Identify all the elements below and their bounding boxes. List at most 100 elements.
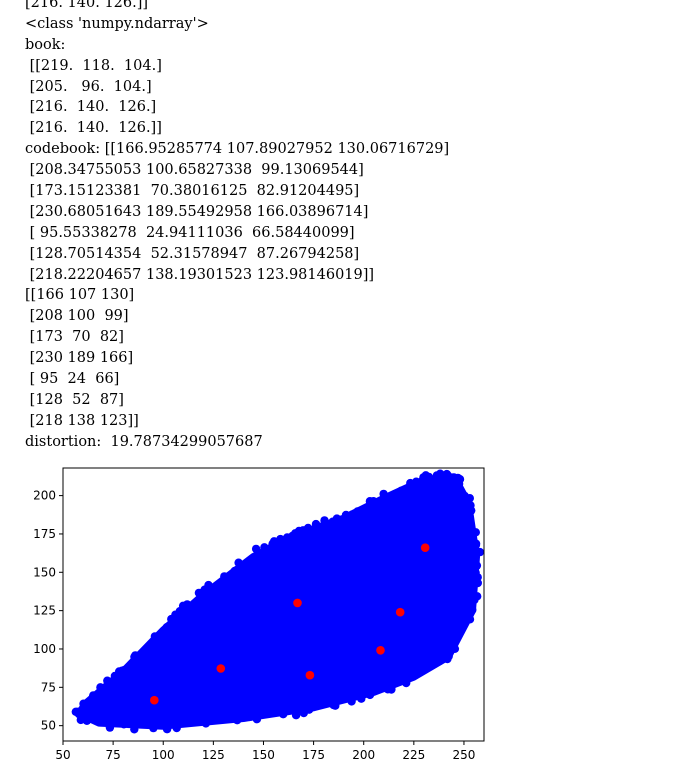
y-tick-label: 125 [33, 604, 56, 618]
output-line: [218 138 123]] [25, 412, 139, 429]
output-line: [230.68051643 189.55492958 166.03896714] [25, 203, 369, 220]
output-line: [128.70514354 52.31578947 87.26794258] [25, 245, 360, 262]
blue-point [103, 718, 113, 727]
output-line: [216. 140. 126.]] [25, 120, 162, 137]
y-tick-label: 175 [33, 527, 56, 541]
blue-point [318, 698, 327, 708]
x-tick-label: 175 [302, 748, 325, 762]
blue-point [465, 520, 475, 529]
x-tick-label: 50 [55, 748, 70, 762]
blue-point [91, 713, 101, 723]
output-line: [173 70 82] [25, 329, 124, 346]
blue-point [393, 672, 402, 681]
scatter-plot-svg: 50 75 100 125 150 175 200 225 250 50 75 100 125 150 1… [33, 467, 485, 762]
blue-point [192, 717, 201, 726]
codebook-centroids [150, 543, 430, 705]
output-line: [216. 140. 126.]] [25, 0, 149, 11]
blue-point [313, 523, 322, 532]
y-tick-label: 200 [33, 489, 56, 503]
output-line: codebook: [[166.95285774 107.89027952 13… [25, 141, 450, 158]
output-line: distortion: 19.78734299057687 [25, 433, 263, 450]
blue-point [144, 642, 153, 651]
blue-point [83, 701, 92, 711]
blue-point [399, 491, 408, 500]
blue-point [321, 526, 330, 535]
blue-point [245, 712, 254, 722]
blue-point [139, 717, 148, 727]
y-tick-label: 100 [33, 642, 56, 656]
x-tick-label: 75 [105, 748, 120, 762]
blue-point [130, 652, 139, 661]
blue-point [453, 487, 462, 496]
blue-point [386, 683, 396, 692]
blue-point [464, 605, 473, 614]
blue-point [362, 506, 371, 515]
y-tick-label: 75 [41, 680, 56, 694]
blue-point [172, 723, 181, 733]
output-line: [205. 96. 104.] [25, 78, 152, 95]
blue-point-cloud [71, 469, 485, 734]
blue-point [157, 720, 166, 729]
blue-point [138, 650, 147, 660]
blue-point [460, 499, 470, 508]
blue-point [279, 710, 288, 719]
blue-point [191, 602, 200, 611]
output-line: [173.15123381 70.38016125 82.91204495] [25, 183, 360, 200]
output-line: [[166 107 130] [25, 287, 135, 304]
x-tick-label: 225 [402, 748, 425, 762]
blue-point [251, 544, 261, 554]
blue-point [419, 473, 428, 482]
blue-point [216, 581, 225, 591]
x-tick-label: 100 [152, 748, 175, 762]
y-tick-label: 50 [41, 719, 56, 733]
blue-point [149, 723, 158, 733]
y-axis-ticks: 50 75 100 125 150 175 200 [33, 489, 63, 733]
output-line: [208.34755053 100.65827338 99.13069544] [25, 162, 364, 179]
centroid-point [420, 543, 430, 552]
x-axis-ticks: 50 75 100 125 150 175 200 225 250 [55, 741, 475, 762]
blue-point [252, 555, 262, 564]
blue-point [119, 720, 129, 729]
blue-point [365, 497, 375, 506]
blue-point [455, 621, 465, 630]
blue-point [475, 547, 485, 557]
blue-point [230, 566, 239, 576]
blue-point [218, 714, 228, 723]
blue-point [328, 517, 337, 526]
blue-point [220, 572, 229, 581]
blue-point [465, 494, 474, 503]
blue-point [262, 551, 272, 561]
blue-point [352, 511, 361, 520]
blue-point [365, 690, 375, 700]
blue-point [162, 628, 172, 637]
blue-point [320, 516, 329, 525]
output-line: [208 100 99] [25, 308, 129, 325]
blue-point [264, 706, 274, 716]
blue-point [417, 664, 426, 673]
blue-point [300, 531, 309, 540]
blue-point [472, 561, 482, 570]
centroid-point [150, 695, 159, 705]
blue-point [194, 588, 204, 598]
blue-point [268, 539, 277, 548]
x-tick-label: 200 [352, 748, 375, 762]
x-tick-label: 250 [452, 748, 475, 762]
blue-point [71, 707, 80, 716]
scatter-plot: 50 75 100 125 150 175 200 225 250 50 75 100 125 150 1… [20, 458, 500, 773]
blue-point [357, 694, 366, 703]
blue-point [252, 715, 262, 724]
x-tick-label: 125 [202, 748, 225, 762]
blue-point [117, 666, 127, 675]
blue-point [405, 483, 415, 492]
blue-point [235, 559, 244, 569]
blue-point [471, 528, 480, 537]
blue-point [471, 568, 480, 577]
blue-point [82, 716, 92, 725]
blue-point [304, 705, 314, 714]
blue-point [469, 589, 478, 598]
blue-point [149, 636, 159, 645]
blue-point-region [75, 473, 480, 730]
blue-point [182, 716, 192, 725]
centroid-point [216, 664, 226, 673]
blue-point [130, 725, 139, 734]
